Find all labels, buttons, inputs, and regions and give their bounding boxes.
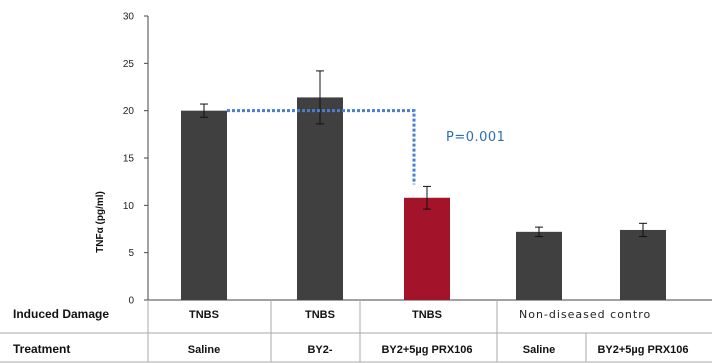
bar (297, 97, 343, 300)
treatment-cell: BY2+5µg PRX106 (597, 344, 688, 356)
chart-bars (181, 70, 666, 301)
induced-damage-header: Induced Damage (13, 307, 109, 321)
y-tick-label: 25 (123, 59, 135, 70)
p-value-annotation (227, 109, 416, 185)
bar (516, 231, 562, 300)
treatment-cell: BY2+5µg PRX106 (381, 344, 472, 356)
y-tick-label: 30 (123, 12, 135, 23)
treatment-cell: BY2- (307, 344, 332, 356)
damage-cell: TNBS (189, 309, 219, 321)
non-diseased-group-label: Non-diseased contro (519, 308, 651, 321)
treatment-table: TNBS Saline TNBS BY2- TNBS BY2+5µg PRX106 Sali… (0, 300, 712, 363)
p-value-bracket (227, 109, 416, 185)
y-axis-label: TNFα (pg/ml) (95, 191, 106, 253)
bar (404, 197, 450, 300)
treatment-cell: Saline (188, 344, 220, 356)
p-value-label: P=0.001 (446, 130, 505, 145)
bar (620, 229, 666, 300)
y-tick-label: 15 (123, 154, 135, 165)
y-tick-label: 10 (123, 201, 135, 212)
chart-axes: 0 5 10 15 20 25 30 (123, 12, 712, 307)
treatment-header: Treatment (13, 342, 70, 356)
y-tick-label: 20 (123, 106, 135, 117)
damage-cell: TNBS (412, 309, 442, 321)
damage-cell: TNBS (305, 309, 335, 321)
treatment-cell: Saline (523, 344, 555, 356)
y-tick-label: 0 (128, 296, 134, 307)
bar (181, 110, 227, 301)
y-tick-label: 5 (128, 248, 134, 259)
